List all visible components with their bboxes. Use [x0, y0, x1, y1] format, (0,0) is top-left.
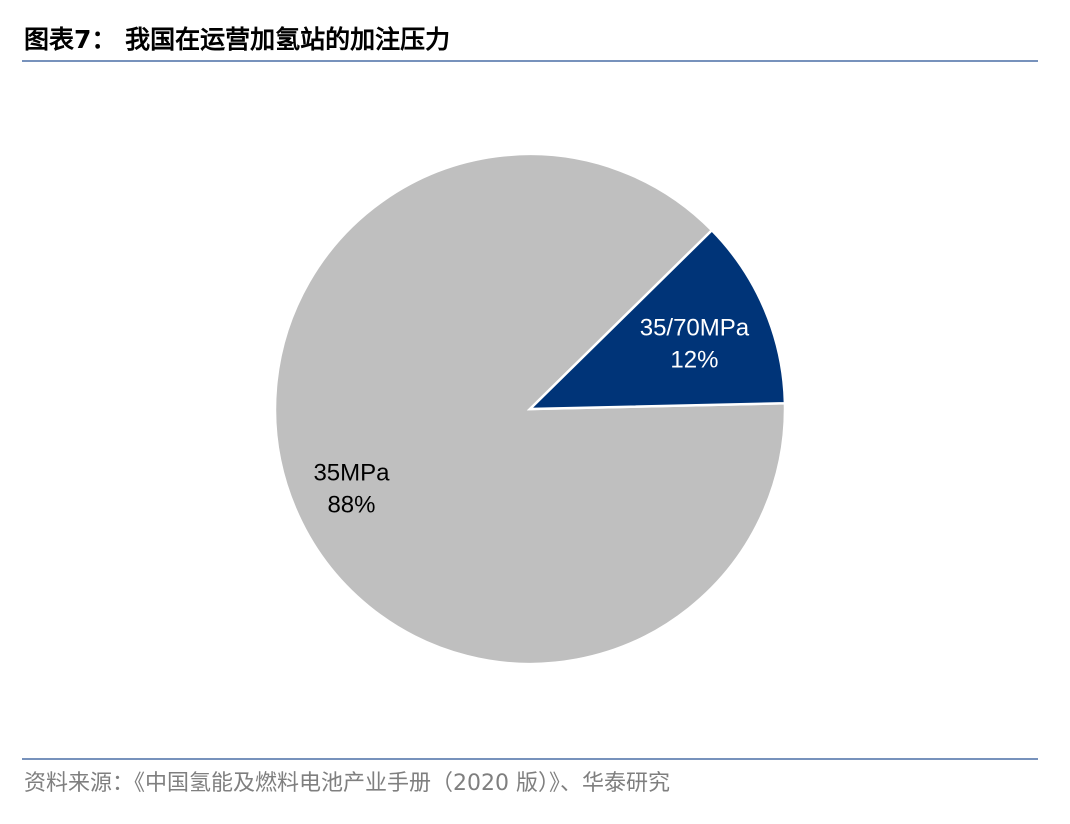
slice-value: 12% [670, 347, 718, 374]
chart-title: 图表7： 我国在运营加氢站的加注压力 [24, 25, 450, 54]
pie-slice [526, 228, 787, 411]
slice-value: 88% [327, 491, 375, 518]
slice-category: 35MPa [313, 459, 390, 486]
source: 资料来源：《中国氢能及燃料电池产业手册（2020 版）》、华泰研究 [24, 771, 670, 796]
pie: 35MPa 88% 35/70MPa 12% [273, 152, 787, 666]
slice-category: 35/70MPa [640, 315, 750, 342]
